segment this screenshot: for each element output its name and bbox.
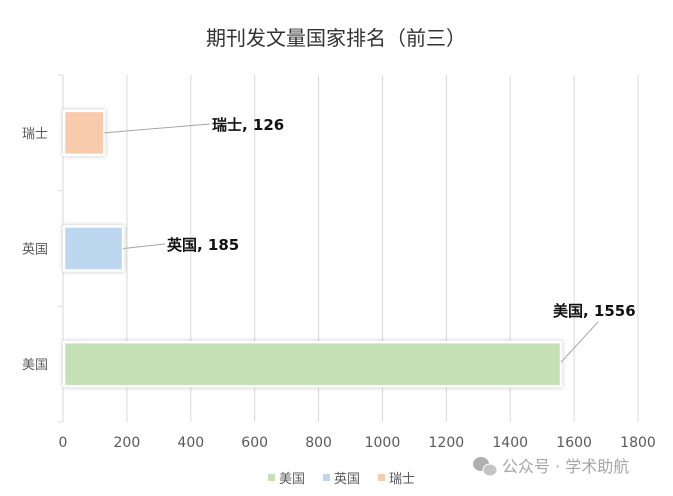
y-category-label: 美国 — [22, 358, 48, 373]
y-category-label: 英国 — [22, 243, 48, 258]
x-tick-label: 200 — [114, 435, 141, 451]
x-tick-label: 400 — [177, 435, 204, 451]
x-tick-label: 600 — [241, 435, 268, 451]
x-tick-label: 1800 — [620, 435, 656, 451]
chart-title: 期刊发文量国家排名（前三） — [206, 26, 466, 50]
data-label: 英国, 185 — [167, 236, 239, 254]
bar-瑞士 — [62, 109, 106, 157]
x-tick-label: 0 — [59, 435, 68, 451]
bar-英国 — [62, 225, 125, 272]
leader-line — [560, 321, 599, 363]
leader-line — [123, 243, 166, 249]
watermark-text: 公众号 · 学术助航 — [502, 457, 629, 476]
data-label: 瑞士, 126 — [212, 116, 284, 134]
legend-swatch — [268, 474, 275, 481]
x-tick-label: 800 — [305, 435, 332, 451]
x-tick-label: 1600 — [556, 435, 592, 451]
y-category-label: 瑞士 — [22, 127, 48, 142]
data-label: 美国, 1556 — [553, 302, 636, 320]
legend-entry: 美国 — [279, 472, 305, 487]
leader-line — [104, 123, 211, 134]
x-tick-label: 1000 — [365, 435, 401, 451]
legend-entry: 英国 — [334, 472, 360, 487]
x-tick-label: 1400 — [492, 435, 528, 451]
legend-entry: 瑞士 — [389, 472, 415, 487]
legend-swatch — [378, 474, 385, 481]
wechat-bubble — [482, 463, 498, 477]
x-tick-label: 1200 — [429, 435, 465, 451]
bar-美国 — [62, 340, 563, 388]
legend-swatch — [323, 474, 330, 481]
